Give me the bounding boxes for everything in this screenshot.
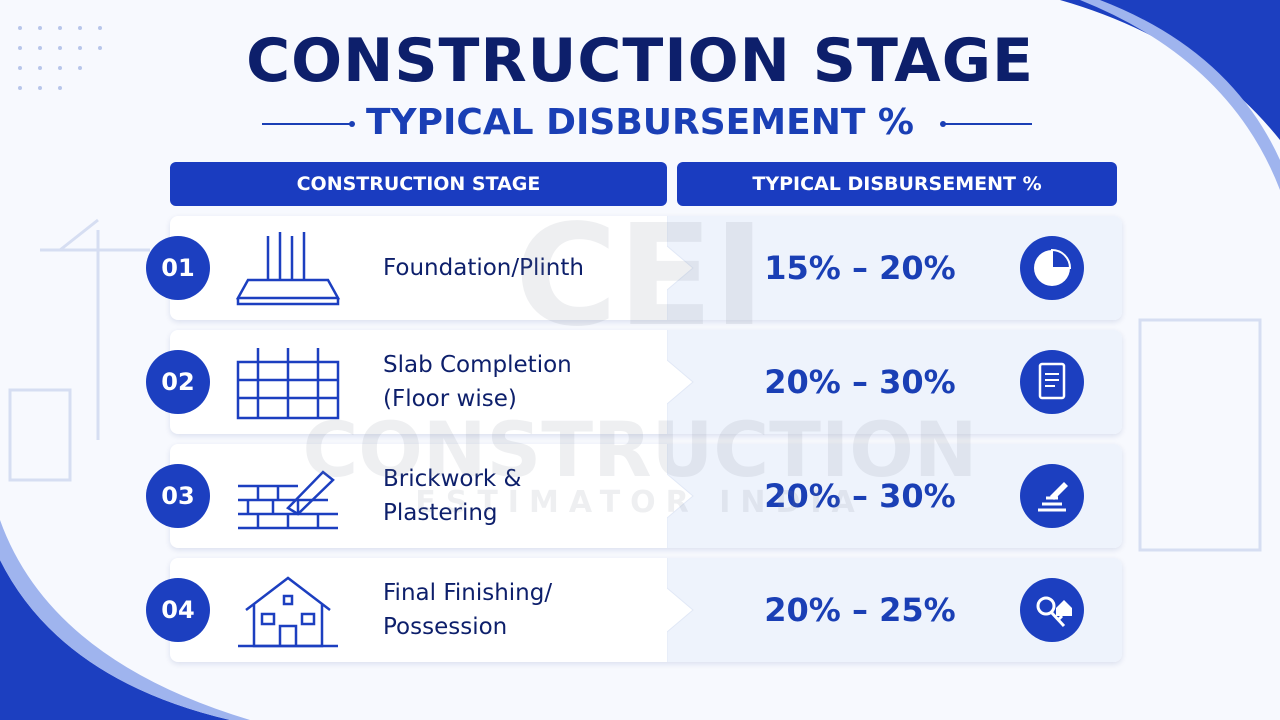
row-number: 01 xyxy=(146,236,210,300)
disbursement-range: 20% – 30% xyxy=(764,363,956,401)
stage-icon xyxy=(236,348,340,420)
stage-name: Final Finishing/Possession xyxy=(383,558,552,662)
stage-line: (Floor wise) xyxy=(383,386,517,412)
disbursement-range: 20% – 25% xyxy=(764,591,956,629)
range-icon xyxy=(1020,578,1084,642)
stage-icon xyxy=(238,470,338,530)
range-icon xyxy=(1020,236,1084,300)
range-icon-glyph xyxy=(1038,482,1068,512)
stage-icon xyxy=(235,232,341,306)
range-icon xyxy=(1020,350,1084,414)
stage-name: Brickwork & Plastering xyxy=(383,444,522,548)
row-chevron xyxy=(667,330,694,434)
subtitle: TYPICAL DISBURSEMENT % xyxy=(366,102,914,143)
table-row: 01 Foundation/Plinth 15% – 20% xyxy=(146,216,1122,320)
table-row: 02 Slab Completion (Floor wise) 20% – 30% xyxy=(146,330,1122,434)
column-header: TYPICAL DISBURSEMENT % xyxy=(677,162,1117,206)
row-chevron xyxy=(667,216,694,320)
disbursement-range: 15% – 20% xyxy=(764,249,956,287)
stage-name: Slab Completion (Floor wise) xyxy=(383,330,572,434)
watermark-tagline: ESTIMATOR INDIA xyxy=(415,485,865,520)
stage-line: Slab Completion xyxy=(383,352,572,378)
stage-line: Possession xyxy=(383,614,508,640)
row-number: 04 xyxy=(146,578,210,642)
stage-line: Plastering xyxy=(383,500,498,526)
title: CONSTRUCTION STAGE xyxy=(246,26,1034,96)
range-icon-glyph xyxy=(1036,596,1072,628)
table-row: 04 Final Finishing/Possession 20% – 25% xyxy=(146,558,1122,662)
range-icon-glyph xyxy=(1038,362,1066,400)
column-header: CONSTRUCTION STAGE xyxy=(170,162,667,206)
stage-icon xyxy=(238,576,338,648)
row-number: 02 xyxy=(146,350,210,414)
stage-name: Foundation/Plinth xyxy=(383,216,584,320)
disbursement-range: 20% – 30% xyxy=(764,477,956,515)
watermark-logo: CEI xyxy=(514,195,766,358)
stage-line: Brickwork & xyxy=(383,466,522,492)
row-chevron xyxy=(667,444,694,548)
stage-line: Foundation/Plinth xyxy=(383,255,584,281)
watermark-name: CONSTRUCTION xyxy=(302,405,978,494)
row-number: 03 xyxy=(146,464,210,528)
range-icon xyxy=(1020,464,1084,528)
row-chevron xyxy=(667,558,694,662)
range-icon-glyph xyxy=(1034,248,1072,286)
table-row: 03 Brickwork & Plastering 20% – 30% xyxy=(146,444,1122,548)
stage-line: Final Finishing/ xyxy=(383,580,553,606)
